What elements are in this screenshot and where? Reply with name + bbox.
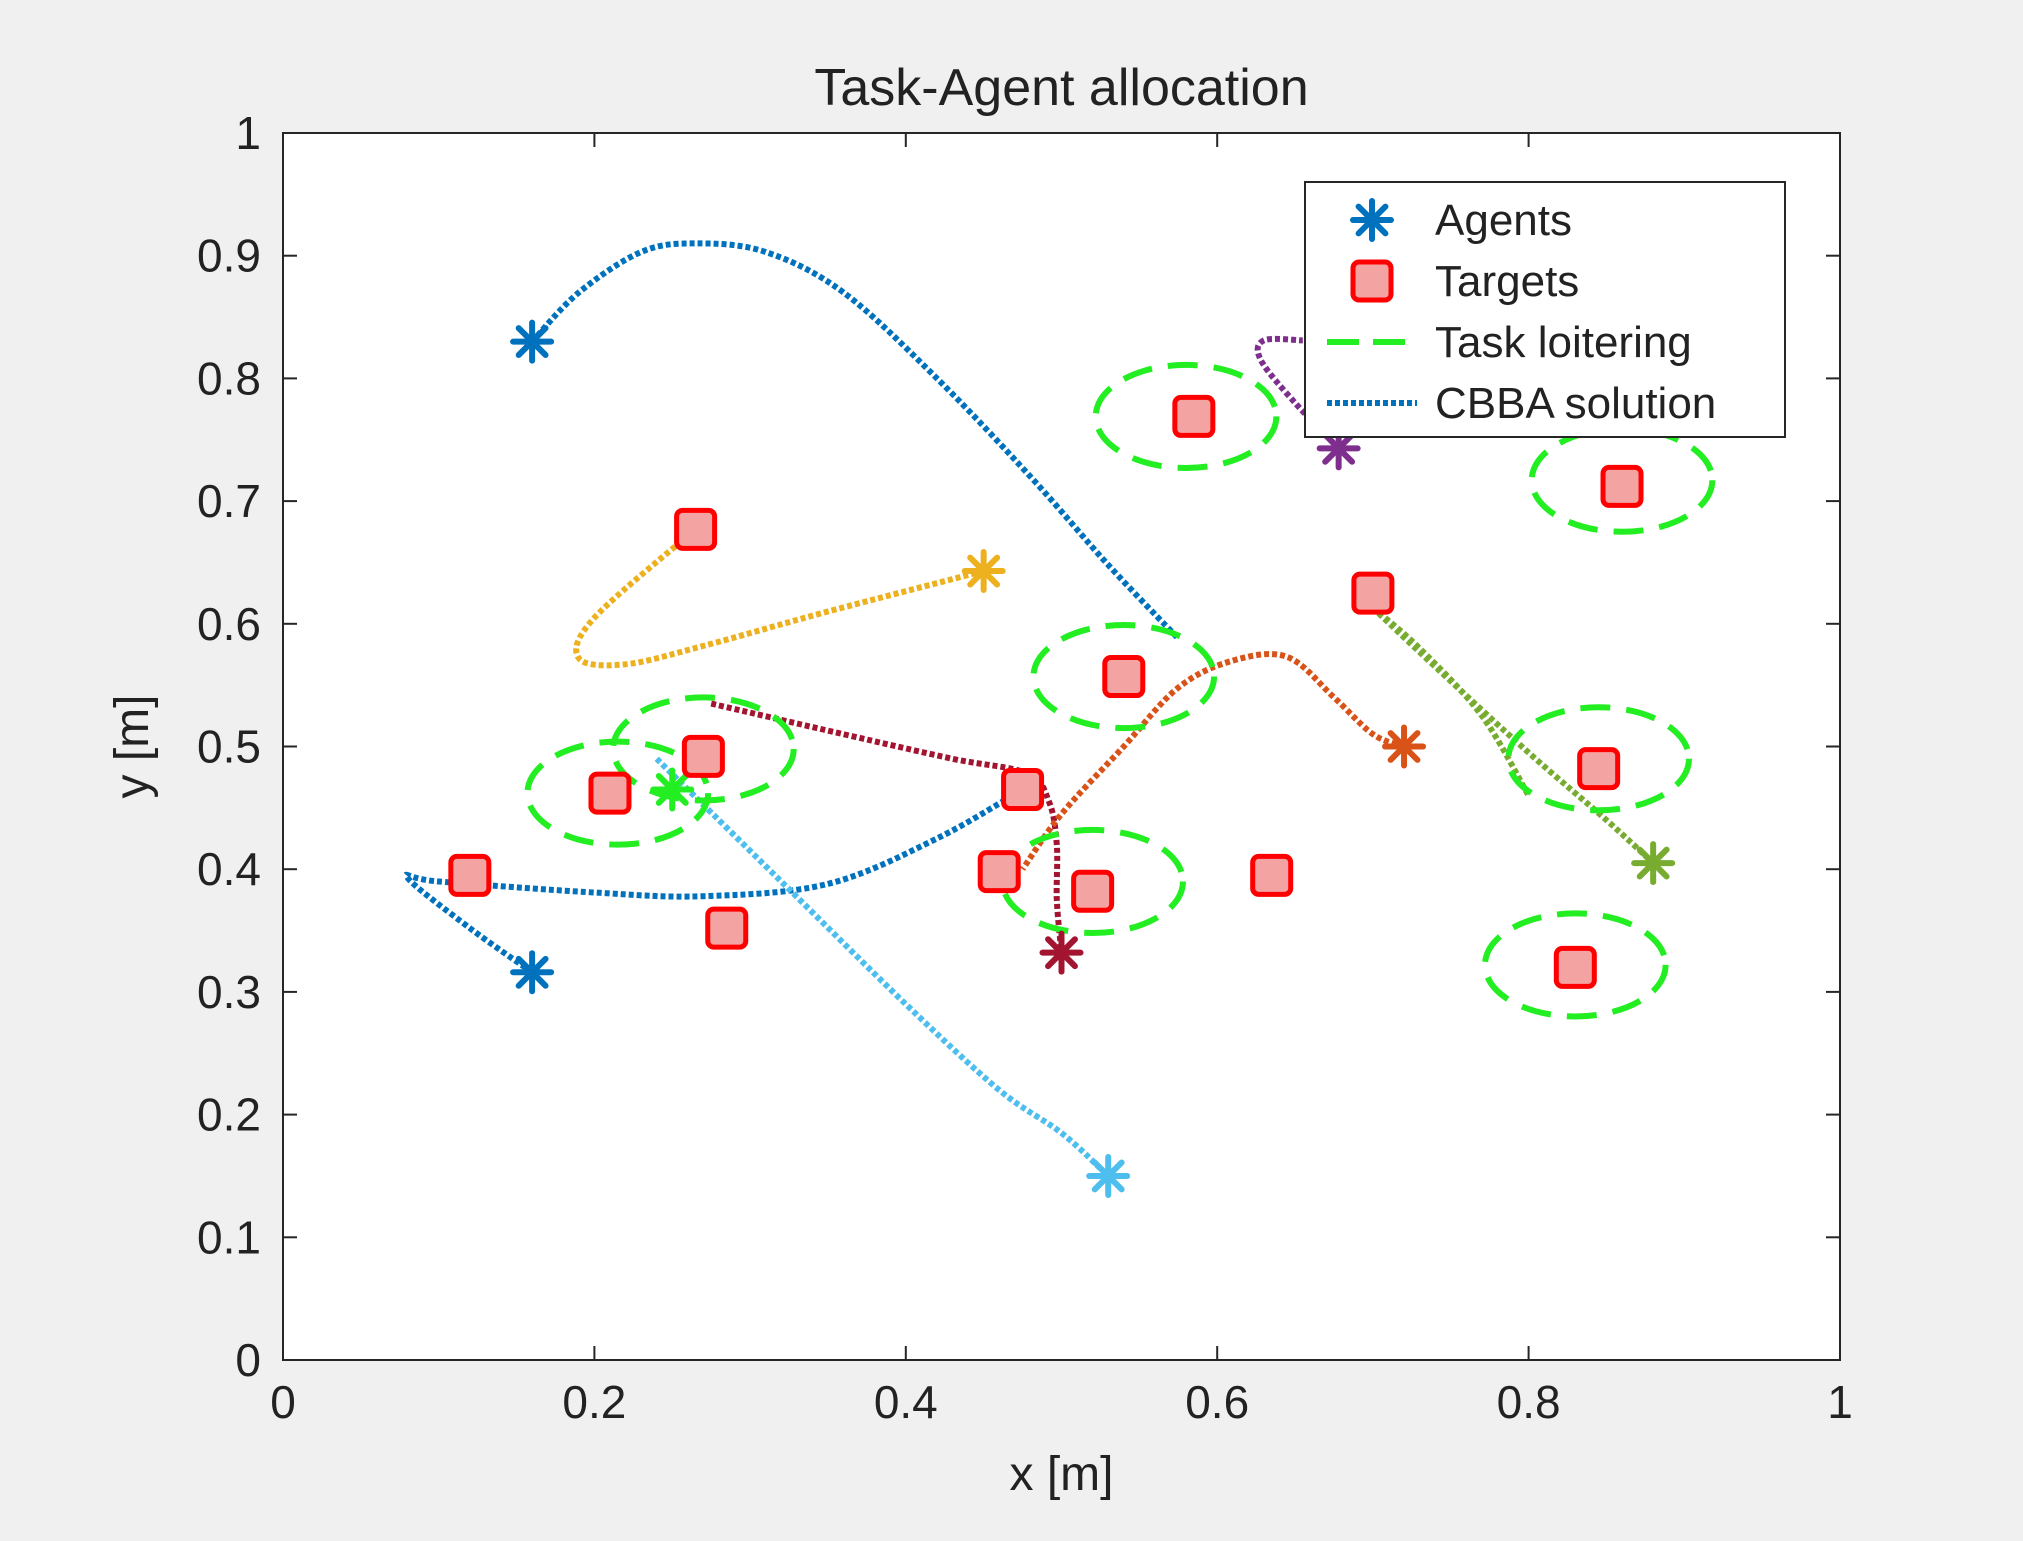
- x-tick-label: 0: [270, 1376, 296, 1428]
- y-tick-label: 0.1: [197, 1211, 261, 1263]
- loiter-circle: [999, 826, 1186, 937]
- agent-marker: [961, 549, 1006, 594]
- x-tick-label: 0.6: [1185, 1376, 1249, 1428]
- agent-marker: [510, 950, 555, 995]
- cbba-path: [573, 527, 985, 669]
- target-marker: [1071, 869, 1115, 913]
- y-tick-label: 0.8: [197, 352, 261, 404]
- x-axis-label: x [m]: [1010, 1448, 1114, 1501]
- chart-marks: [402, 240, 1716, 1198]
- loiter-circle: [1030, 622, 1218, 732]
- asterisk-stroke: [655, 773, 689, 806]
- asterisk-stroke: [967, 554, 1001, 588]
- cbba-path: [654, 756, 1111, 1179]
- x-tick-label: 0.8: [1497, 1376, 1561, 1428]
- target-marker: [681, 734, 725, 778]
- target-marker: [1553, 945, 1597, 989]
- asterisk-stroke: [1387, 730, 1421, 763]
- target-marker: [674, 507, 718, 551]
- axis-ticks: 0 0.2 0.4 0.6 0.8 1 0 0.1 0.2 0.3 0.4 0.5 0.6 0.7 0.8 0…: [197, 107, 1853, 1428]
- target-marker: [977, 850, 1021, 894]
- asterisk-stroke: [1636, 846, 1670, 880]
- legend-target-symbol: [1350, 259, 1394, 303]
- target-marker: [1250, 853, 1294, 897]
- target-marker: [705, 906, 749, 950]
- target-marker: [1351, 571, 1395, 615]
- agent-marker: [650, 767, 695, 812]
- agent-marker: [510, 319, 555, 364]
- y-tick-label: 0.9: [197, 230, 261, 282]
- asterisk-stroke: [1091, 1159, 1125, 1193]
- y-tick-label: 0: [235, 1334, 261, 1386]
- target-marker: [1001, 767, 1045, 811]
- x-tick-label: 0.4: [874, 1376, 938, 1428]
- y-tick-label: 0.7: [197, 475, 261, 527]
- asterisk-stroke: [1045, 936, 1078, 970]
- cbba-path: [402, 786, 1025, 975]
- legend-label: CBBA solution: [1435, 379, 1716, 428]
- cbba-path: [1370, 605, 1532, 798]
- loiter-circle: [1482, 910, 1669, 1020]
- loiter-circle: [1505, 704, 1692, 814]
- x-tick-label: 0.2: [562, 1376, 626, 1428]
- target-marker: [1102, 655, 1146, 699]
- y-tick-label: 0.3: [197, 966, 261, 1018]
- target-marker: [1600, 464, 1644, 508]
- legend-label: Targets: [1435, 257, 1579, 306]
- cbba-path: [529, 240, 1181, 641]
- y-tick-label: 0.5: [197, 721, 261, 773]
- legend-label: Agents: [1435, 196, 1572, 245]
- target-marker: [448, 853, 492, 897]
- agent-marker: [1086, 1153, 1131, 1198]
- loiter-circle: [610, 694, 797, 804]
- legend-agent-symbol: [1350, 198, 1394, 242]
- y-tick-label: 0.6: [197, 598, 261, 650]
- target-marker: [588, 771, 632, 815]
- asterisk-stroke: [1322, 431, 1356, 465]
- y-tick-label: 0.2: [197, 1089, 261, 1141]
- agent-marker: [1382, 724, 1427, 769]
- target-marker: [1172, 394, 1216, 438]
- loiter-circle: [524, 738, 712, 848]
- asterisk-stroke: [1355, 203, 1389, 237]
- asterisk-stroke: [515, 955, 549, 989]
- loiter-circle: [1092, 361, 1280, 471]
- agent-marker: [1631, 841, 1676, 886]
- y-axis-label: y [m]: [106, 695, 159, 799]
- target-marker: [1577, 747, 1621, 791]
- cbba-path: [1020, 651, 1406, 871]
- agent-marker: [1039, 930, 1084, 975]
- x-tick-label: 1: [1827, 1376, 1853, 1428]
- asterisk-stroke: [515, 325, 549, 359]
- legend-box: [1304, 181, 1786, 438]
- chart-title: Task-Agent allocation: [814, 59, 1308, 117]
- y-tick-label: 0.4: [197, 843, 261, 895]
- y-tick-label: 1: [235, 107, 261, 159]
- chart-legend: Agents Targets Task loitering CBBA solution: [1304, 181, 1786, 438]
- legend-label: Task loitering: [1435, 318, 1692, 367]
